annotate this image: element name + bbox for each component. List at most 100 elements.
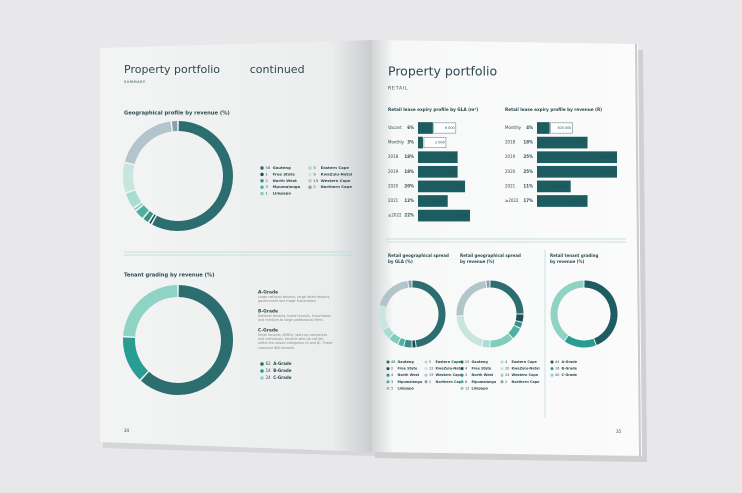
- donut-segment: [382, 327, 394, 339]
- legend-label: Northern Cape: [321, 184, 353, 189]
- legend-value: 2: [313, 184, 316, 189]
- bar-category: Monthly: [505, 125, 522, 130]
- legend-value: 62: [266, 361, 272, 366]
- legend-swatch: [260, 191, 264, 196]
- legend-label: North West: [472, 373, 494, 377]
- bar: [418, 165, 458, 178]
- legend-value: 12: [465, 386, 469, 390]
- legend-label: North West: [273, 178, 297, 183]
- donut-segment: [136, 205, 149, 218]
- legend-value: 2: [391, 367, 393, 371]
- legend-value: 3: [465, 373, 467, 377]
- grade-text: Small tenants (SMEs), start-up companies…: [258, 332, 333, 349]
- bar-share: 11%: [523, 183, 533, 188]
- legend-swatch: [460, 360, 464, 364]
- legend-swatch: [500, 360, 504, 364]
- legend-value: 5: [429, 360, 431, 364]
- bar-share: 3%: [407, 140, 414, 145]
- page-number: 34: [124, 428, 130, 433]
- legend-swatch: [550, 373, 554, 377]
- bar-value-label: 1 900 000: [597, 170, 614, 174]
- legend-label: Mpumalanga: [472, 380, 497, 384]
- legend-swatch: [308, 172, 312, 177]
- donut-segment: [143, 211, 154, 222]
- legend-value: 48: [391, 360, 395, 364]
- legend-label: Western Cape: [512, 373, 539, 377]
- legend-value: 3: [265, 184, 268, 189]
- bar-category: 2020: [388, 183, 399, 188]
- donut-segment: [550, 280, 584, 341]
- donut-segment: [456, 315, 484, 347]
- legend-swatch: [550, 360, 554, 364]
- legend-value: 5: [391, 386, 393, 390]
- legend-swatch: [260, 185, 264, 189]
- legend-label: C-Grade: [273, 375, 292, 380]
- donut-segment: [152, 121, 233, 231]
- legend-label: Eastern Cape: [512, 360, 538, 364]
- bar-category: 2019: [505, 154, 516, 159]
- legend-swatch: [550, 367, 554, 371]
- bar: [418, 136, 423, 149]
- legend-label: Western Cape: [436, 373, 463, 377]
- bar-label-box: [433, 122, 457, 134]
- legend-value: 12: [429, 367, 433, 371]
- legend-value: 9: [313, 171, 316, 176]
- legend-label: C-Grade: [562, 373, 578, 377]
- bar-category: Vacant: [388, 125, 402, 130]
- bar-category: ≥2022: [505, 198, 519, 203]
- legend-value: 19: [429, 373, 433, 377]
- legend-value: 2: [505, 380, 507, 384]
- page-number: 35: [616, 429, 622, 434]
- bar-value-label: 12 000: [433, 199, 445, 203]
- donut-segment: [133, 202, 143, 211]
- legend-value: 25: [465, 360, 469, 364]
- bar-share: 22%: [404, 213, 414, 218]
- legend-swatch: [260, 166, 264, 170]
- bar-category: 2020: [505, 169, 516, 174]
- legend-label: North West: [398, 373, 420, 377]
- legend-swatch: [260, 179, 264, 183]
- legend-swatch: [260, 376, 264, 380]
- grade-text-box: Small tenants (SMEs), start-up companies…: [258, 332, 333, 349]
- legend-value: 44: [555, 360, 559, 364]
- bar-value-label: 16 000: [443, 155, 455, 159]
- donut-segment: [123, 337, 149, 380]
- donut-segment: [456, 280, 487, 316]
- bar: [537, 180, 571, 193]
- legend-swatch: [460, 373, 464, 377]
- chart-title: by revenue (%): [460, 259, 495, 264]
- legend-label: Limpopo: [472, 386, 489, 390]
- legend-value: 1: [265, 171, 268, 176]
- legend-swatch: [386, 367, 390, 371]
- bar-category: 2018: [388, 154, 399, 159]
- chart-title: Retail lease expiry profile by GLA (m²): [388, 107, 478, 112]
- chart-title: by GLA (%): [388, 259, 413, 264]
- donut-segment: [140, 285, 233, 395]
- donut-segment: [404, 339, 412, 348]
- bar: [418, 151, 458, 164]
- legend-label: Limpopo: [273, 191, 292, 196]
- legend-swatch: [460, 367, 464, 371]
- bar: [537, 151, 617, 164]
- legend-label: KwaZulu-Natal: [512, 367, 540, 371]
- legend-swatch: [386, 386, 390, 390]
- bar: [537, 195, 588, 207]
- legend-label: Western Cape: [321, 178, 351, 183]
- donut-segment: [389, 333, 401, 345]
- legend-value: 4: [465, 367, 467, 371]
- legend-value: 2: [429, 380, 431, 384]
- legend-value: 4: [391, 373, 393, 377]
- bar-category: 2019: [388, 169, 399, 174]
- content: Property portfolio continued SUMMARY Geogra…: [123, 63, 626, 434]
- chart-title: Retail lease expiry profile by revenue (…: [505, 107, 602, 112]
- legend-swatch: [308, 179, 312, 183]
- donut-segment: [490, 280, 524, 314]
- legend-swatch: [260, 362, 264, 366]
- chart-title: by revenue (%): [550, 259, 585, 264]
- bar-value-label: 1 200 000: [567, 199, 584, 203]
- bar-category: 2021: [388, 198, 399, 203]
- legend-swatch: [308, 185, 312, 189]
- donut-segment: [379, 280, 409, 308]
- grade-title: A-Grade: [258, 290, 278, 296]
